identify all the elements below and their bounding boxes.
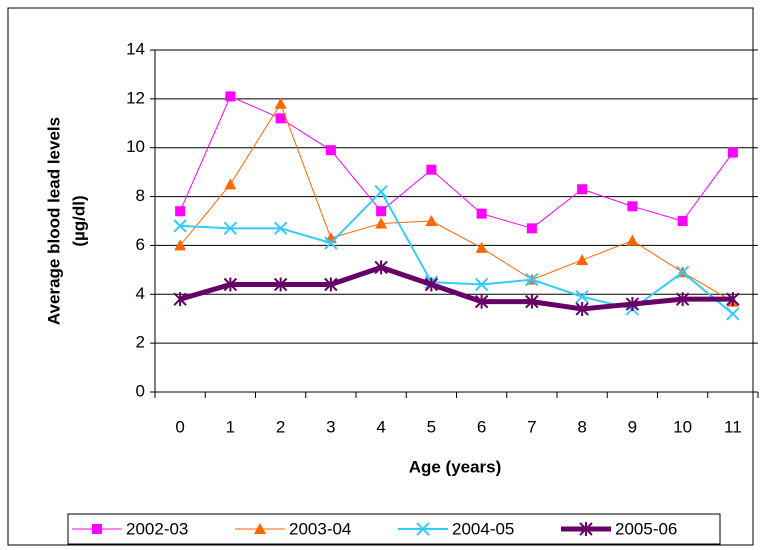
x-tick-label: 7 — [527, 417, 536, 436]
data-point — [375, 217, 388, 229]
data-point — [476, 208, 487, 219]
data-point — [173, 292, 187, 307]
data-point — [424, 277, 439, 292]
x-tick-label: 5 — [427, 417, 436, 436]
data-point — [575, 290, 589, 304]
data-point — [374, 184, 388, 199]
data-point — [474, 294, 489, 309]
y-tick-label: 2 — [136, 333, 145, 352]
data-point — [625, 297, 640, 312]
series-line — [179, 103, 734, 303]
data-point — [174, 239, 187, 251]
x-tick-label: 3 — [326, 417, 335, 436]
y-tick-label: 14 — [126, 39, 145, 58]
data-point — [225, 91, 236, 102]
data-point — [675, 292, 690, 307]
y-axis-title: Average blood lead levels — [44, 117, 63, 325]
data-point — [173, 219, 187, 233]
series-line — [179, 264, 733, 312]
legend-label: 2002-03 — [126, 519, 188, 538]
data-point — [526, 223, 537, 234]
chart-border — [7, 7, 754, 546]
data-point — [374, 260, 388, 275]
x-tick-label: 9 — [628, 417, 637, 436]
data-point — [474, 277, 489, 292]
legend-label: 2005-06 — [615, 519, 677, 538]
x-tick-label: 11 — [724, 417, 742, 436]
y-tick-label: 4 — [136, 284, 145, 303]
data-point — [726, 307, 740, 321]
data-point — [627, 201, 638, 212]
y-tick-label: 0 — [136, 381, 145, 400]
legend-marker — [254, 523, 266, 534]
data-point — [324, 236, 338, 250]
data-point — [274, 97, 287, 109]
y-tick-label: 6 — [136, 235, 145, 254]
y-tick-label: 8 — [136, 186, 145, 205]
x-tick-label: 6 — [477, 417, 486, 436]
data-point — [224, 178, 237, 190]
y-axis-title: (µg/dl) — [69, 195, 88, 246]
legend-marker — [92, 524, 102, 534]
data-point — [675, 265, 690, 280]
data-point — [577, 184, 588, 195]
data-point — [325, 145, 336, 156]
data-point — [376, 206, 387, 217]
data-point — [273, 221, 288, 236]
x-tick-label: 4 — [376, 417, 385, 436]
x-tick-label: 8 — [577, 417, 586, 436]
legend-marker — [416, 522, 430, 536]
data-point — [426, 164, 437, 175]
x-tick-label: 0 — [175, 417, 184, 436]
y-tick-label: 10 — [126, 137, 145, 156]
x-axis-title: Age (years) — [409, 457, 502, 476]
data-point — [324, 277, 338, 292]
data-point — [273, 277, 288, 292]
data-point — [726, 292, 740, 307]
data-point — [425, 215, 438, 226]
series-line — [179, 95, 734, 229]
data-point — [175, 206, 186, 217]
data-point — [223, 221, 238, 236]
data-point — [223, 277, 238, 292]
data-point — [626, 234, 639, 246]
data-point — [525, 294, 539, 309]
x-tick-label: 2 — [276, 417, 285, 436]
data-point — [677, 216, 688, 226]
data-point — [727, 147, 738, 158]
legend-label: 2003-04 — [289, 519, 351, 538]
data-point — [275, 113, 286, 124]
y-tick-label: 12 — [126, 88, 145, 107]
legend-label: 2004-05 — [452, 519, 514, 538]
data-point — [576, 254, 589, 266]
data-point — [525, 272, 539, 287]
legend-box — [67, 513, 721, 545]
data-point — [575, 301, 589, 316]
x-tick-label: 10 — [673, 417, 692, 436]
x-tick-label: 1 — [226, 417, 235, 436]
legend-marker — [579, 522, 593, 536]
data-point — [475, 241, 488, 253]
